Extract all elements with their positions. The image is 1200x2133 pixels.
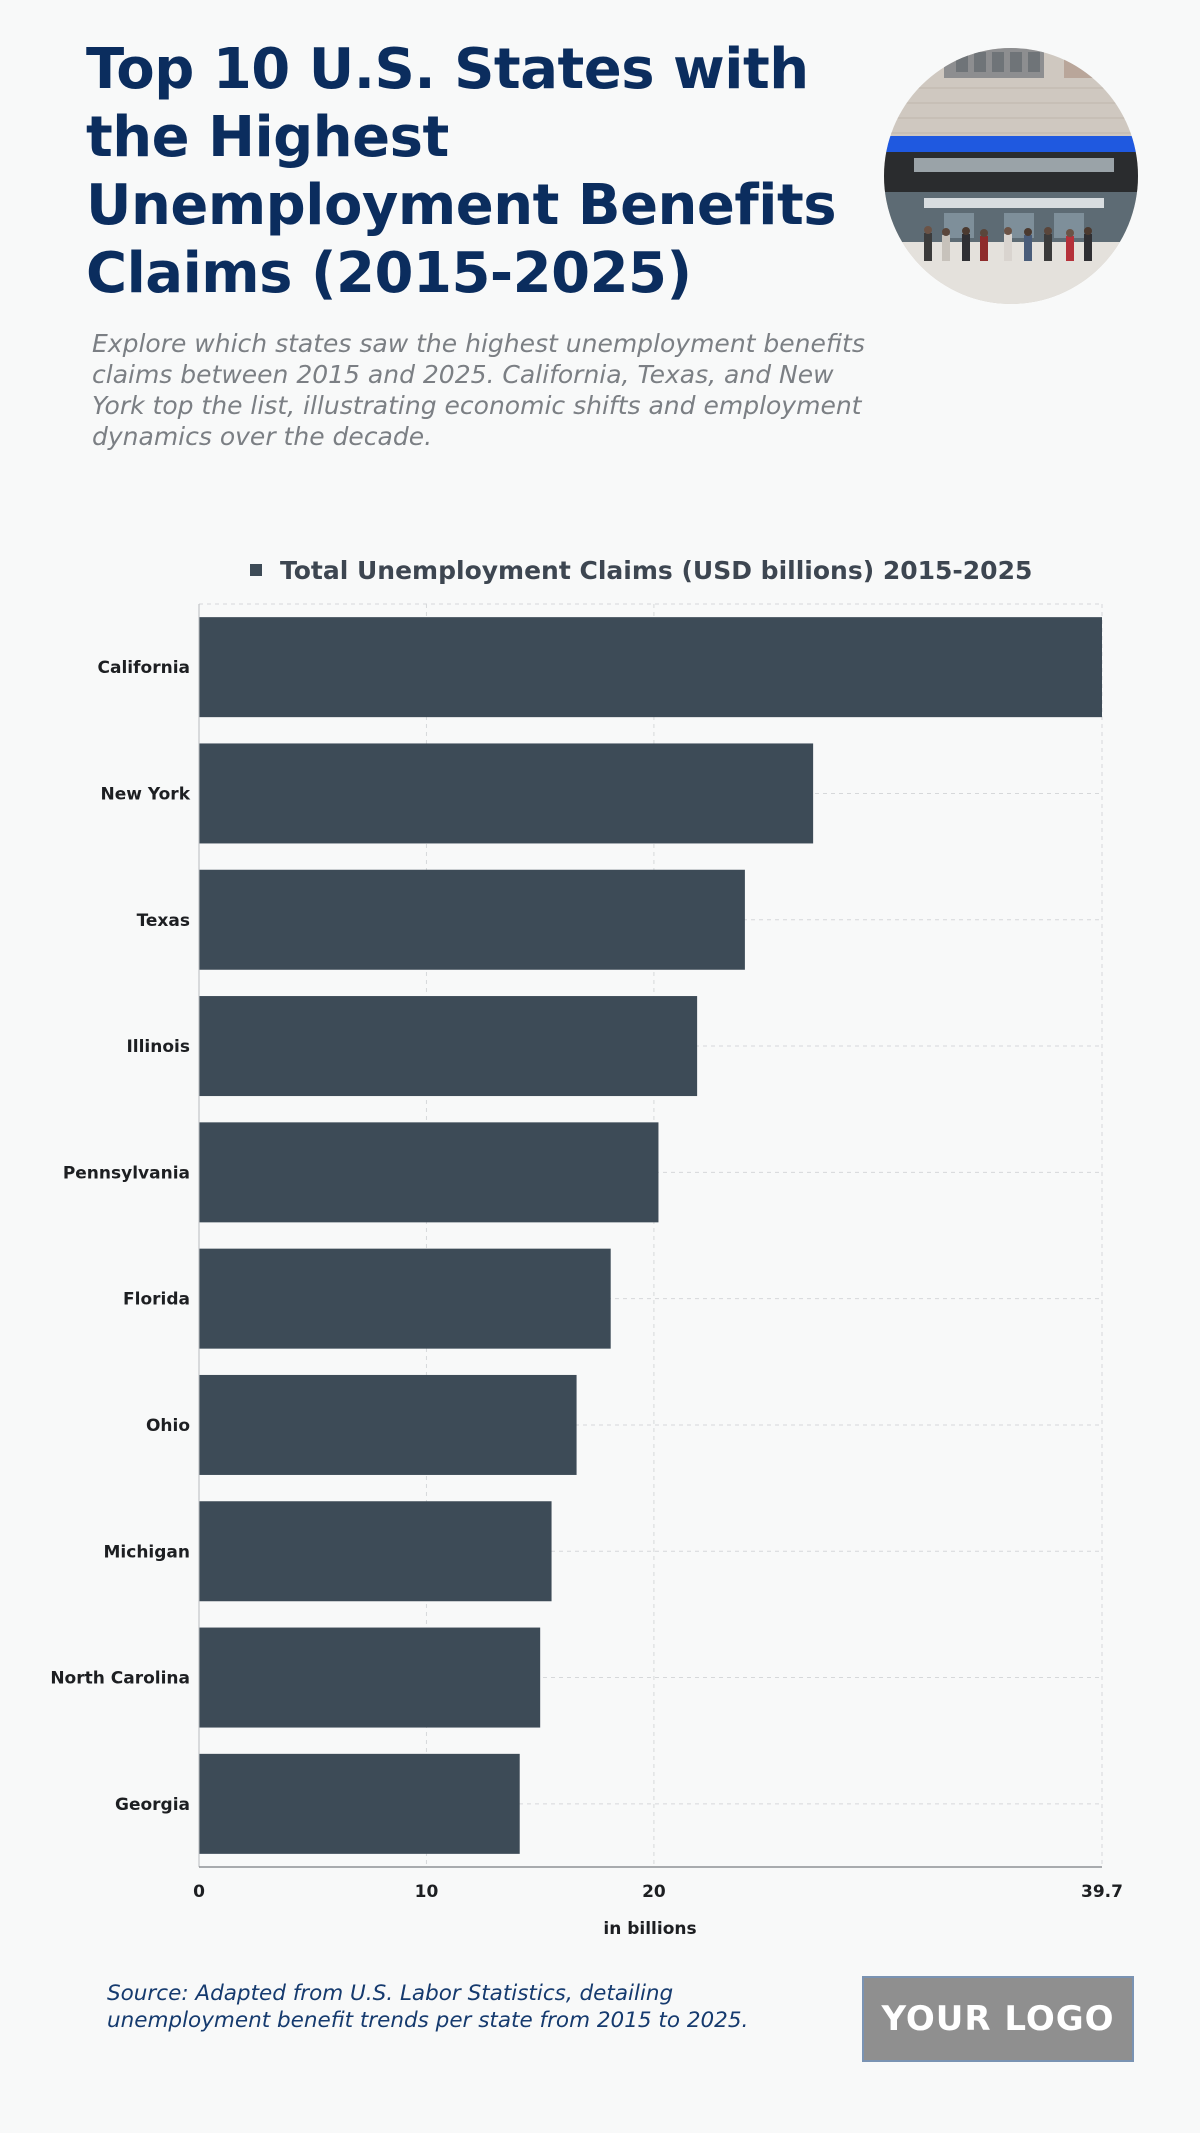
category-label: North Carolina [50,1669,190,1689]
category-label: Texas [137,911,190,931]
bar [199,617,1102,718]
bar [199,1374,577,1475]
x-tick-label: 20 [642,1882,666,1902]
bar [199,996,698,1097]
street-scene-image [884,48,1138,304]
category-label: California [98,658,190,678]
category-label: New York [101,784,191,804]
bar [199,743,814,844]
category-label: Ohio [146,1416,190,1436]
chart-subtitle: Explore which states saw the highest une… [92,329,865,451]
bar [199,1248,611,1349]
bar [199,1753,520,1854]
x-tick-label: 10 [415,1882,439,1902]
category-label: Georgia [115,1795,190,1815]
logo-placeholder: YOUR LOGO [862,1976,1134,2062]
x-tick-label: 39.7 [1081,1882,1123,1902]
source-note: Source: Adapted from U.S. Labor Statisti… [107,1981,749,2033]
bar [199,869,745,970]
legend-label: Total Unemployment Claims (USD billions)… [280,555,1033,585]
chart-title: Top 10 U.S. States with the Highest Unem… [86,37,837,306]
bar-chart: California New York Texas Illinois Pennsylva… [50,603,1123,1939]
category-label: Pennsylvania [63,1163,190,1183]
x-tick-label: 0 [193,1882,205,1902]
category-label: Michigan [104,1542,191,1562]
chart-legend: Total Unemployment Claims (USD billions)… [250,553,1032,587]
category-label: Illinois [126,1037,190,1057]
x-axis-title: in billions [603,1919,696,1939]
bar [199,1122,659,1223]
bar [199,1627,541,1728]
legend-swatch [250,564,262,576]
header-photo [884,48,1138,304]
category-label: Florida [123,1290,190,1310]
bar [199,1501,552,1602]
